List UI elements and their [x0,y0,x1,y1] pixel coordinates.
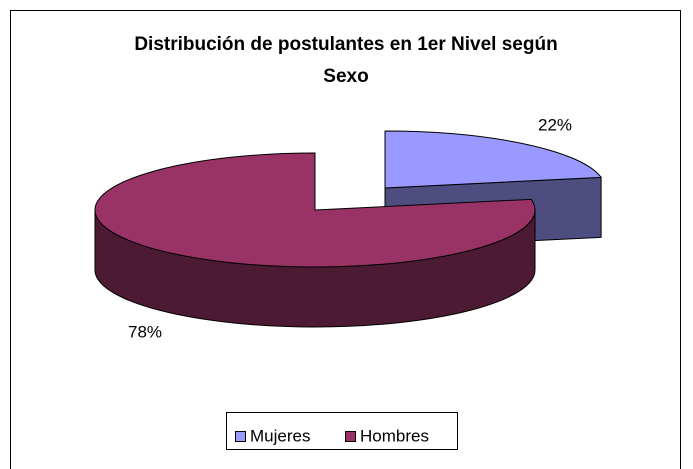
legend-box [226,412,458,450]
chart-title: Distribución de postulantes en 1er Nivel… [134,34,558,87]
legend-swatch [345,431,356,442]
chart-border [10,10,681,469]
data-label: 78% [128,322,162,341]
pie-slice [384,130,602,189]
legend-label: Hombres [360,426,429,445]
data-label: 22% [538,115,572,134]
pie-slice [94,152,536,268]
legend-swatch [235,431,246,442]
legend-label: Mujeres [250,426,310,445]
